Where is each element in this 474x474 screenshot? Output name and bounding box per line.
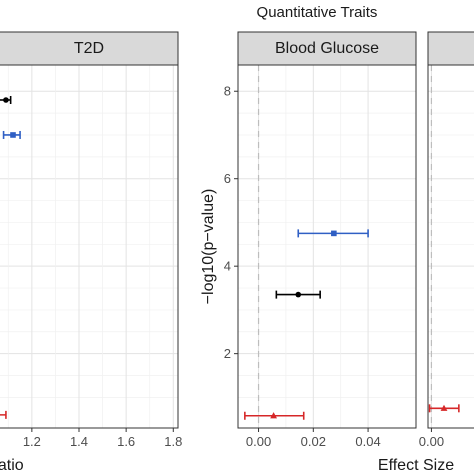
x-tick-label: 0.02 [301,434,326,449]
x-tick-label: 0.04 [355,434,380,449]
y-tick-label: 8 [224,84,231,99]
x-tick-label: 1.6 [117,434,135,449]
data-point-1 [275,290,321,299]
strip-background [427,31,474,66]
x-tick-label: 0.00 [419,434,444,449]
data-point-2 [244,411,305,420]
data-point-0 [297,229,369,238]
marker-triangle [270,412,277,419]
data-point-0 [0,95,12,104]
strip-label: Blood Glucose [275,40,379,57]
y-tick-label: 2 [224,346,231,361]
panel-background [238,65,416,428]
y-tick-label: 4 [224,259,231,274]
y-tick-label: 6 [224,171,231,186]
data-point-0 [428,404,460,413]
panel-2: 0.00 [419,31,474,449]
y-axis-title: −log10(p−value) [200,189,217,305]
x-tick-label: 1.2 [23,434,41,449]
x-axis-title: Ratio [0,457,24,474]
data-point-1 [2,130,21,139]
strip-label: T2D [74,40,104,57]
marker-circle [295,291,302,298]
marker-circle [3,97,9,103]
strip-background [0,31,179,66]
data-point-2 [0,410,7,419]
panel-background [0,65,178,428]
figure-supertitle: Quantitative Traits [257,4,378,21]
grid-lines [0,65,178,428]
x-tick-label: 1.4 [70,434,88,449]
marker-square [10,132,16,138]
panel-1: Blood Glucose 0.00 0.02 0.04 2 4 6 8 Effect Size… [200,31,454,474]
strip-background [237,31,417,66]
panel-background [428,65,474,428]
x-axis-title: Effect Size [378,457,454,474]
marker-triangle [440,404,448,411]
x-tick-label: 0.00 [246,434,271,449]
marker-square [331,230,337,237]
x-tick-label: 1.8 [164,434,182,449]
